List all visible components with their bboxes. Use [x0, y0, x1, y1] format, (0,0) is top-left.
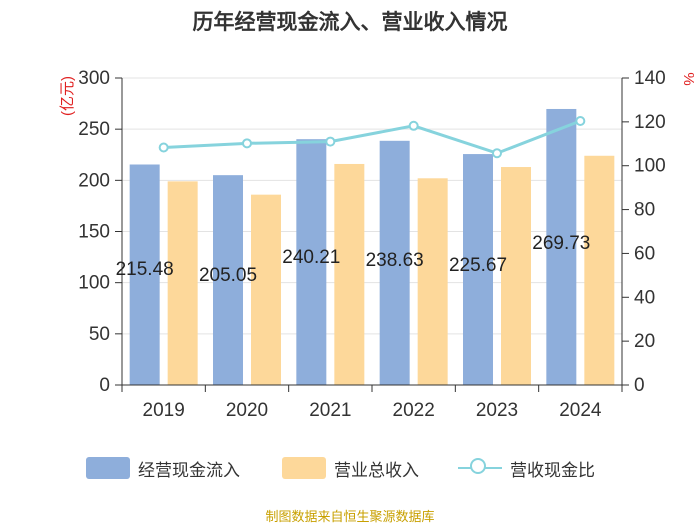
y-left-tick-label-200: 200: [78, 170, 110, 191]
bar-cash-inflow-2022: [379, 140, 410, 385]
ratio-point-2022: [408, 120, 419, 131]
y-right-tick-label-140: 140: [634, 68, 666, 89]
y-left-tick-label-100: 100: [78, 273, 110, 294]
y-left-tick-label-50: 50: [89, 324, 110, 345]
gridlines: [122, 77, 622, 335]
bar-cash-inflow-2019: [129, 164, 160, 385]
legend-item-revenue[interactable]: 营业总收入: [282, 450, 419, 486]
y-left-tick-label-300: 300: [78, 68, 110, 89]
ratio-point-2019: [158, 142, 169, 153]
x-tick-label-2021: 2021: [309, 400, 351, 421]
data-label-cash-inflow-2021: 240.21: [282, 247, 340, 268]
chart-title: 历年经营现金流入、营业收入情况: [192, 11, 508, 34]
data-label-cash-inflow-2023: 225.67: [449, 255, 507, 276]
bar-cash-inflow-2023: [463, 154, 493, 385]
y-left-tick-label-250: 250: [78, 119, 110, 140]
bar-cash-inflow-2020: [213, 175, 243, 385]
legend-swatch-cash-inflow: [86, 457, 130, 479]
legend-label-cash-inflow: 经营现金流入: [138, 460, 240, 480]
bar-revenue-2024: [584, 155, 615, 385]
x-tick-label-2024: 2024: [559, 400, 602, 421]
y-right-tick-label-20: 20: [634, 331, 655, 352]
source-note: 制图数据来自恒生聚源数据库: [265, 509, 435, 524]
ratio-line-path: [163, 119, 581, 155]
legend-item-ratio[interactable]: 营收现金比: [458, 450, 595, 486]
bar-revenue-2019: [167, 181, 198, 385]
ratio-point-2023: [492, 148, 502, 159]
y-right-tick-label-0: 0: [634, 375, 645, 396]
y-right-tick-label-120: 120: [634, 112, 666, 133]
legend-swatch-revenue: [282, 457, 326, 479]
legend-label-ratio: 营收现金比: [510, 460, 595, 480]
data-labels: 215.48 205.05 240.21 238.63 225.67 269.73: [116, 233, 591, 286]
legend-label-revenue: 营业总收入: [334, 460, 419, 480]
x-tick-label-2020: 2020: [226, 400, 268, 421]
y-left-tick-label-150: 150: [78, 222, 110, 243]
y-right-tick-label-40: 40: [634, 287, 655, 308]
y-right-tick-label-80: 80: [634, 200, 655, 221]
ratio-point-2020: [242, 138, 252, 149]
legend-swatch-ratio-marker: [470, 458, 486, 474]
ratio-point-2024: [575, 115, 586, 126]
data-label-cash-inflow-2022: 238.63: [366, 250, 424, 271]
legend: 经营现金流入 营业总收入 营收现金比: [0, 450, 700, 486]
bar-revenue-2021: [334, 163, 365, 385]
axes: 0 50 100 150 200 250 300 0 20 40 60 80 100 120 140 (亿元)…: [59, 68, 697, 421]
data-label-cash-inflow-2024: 269.73: [532, 233, 590, 254]
y-right-tick-label-60: 60: [634, 243, 655, 264]
bar-cash-inflow-2021: [296, 139, 327, 385]
y-right-unit-label: %: [680, 72, 697, 85]
x-tick-label-2019: 2019: [143, 400, 185, 421]
ratio-line: [158, 115, 586, 159]
bars: [129, 108, 615, 385]
x-tick-label-2022: 2022: [393, 400, 435, 421]
y-left-tick-label-0: 0: [99, 375, 110, 396]
data-label-cash-inflow-2019: 215.48: [116, 259, 174, 280]
legend-swatch-ratio: [458, 457, 502, 479]
bar-cash-inflow-2024: [546, 108, 577, 385]
bar-revenue-2022: [417, 178, 448, 385]
bar-revenue-2020: [251, 194, 281, 385]
bar-revenue-2023: [501, 167, 531, 385]
y-right-tick-label-100: 100: [634, 156, 666, 177]
data-label-cash-inflow-2020: 205.05: [199, 265, 257, 286]
x-tick-label-2023: 2023: [476, 400, 518, 421]
ratio-point-2021: [325, 136, 336, 147]
legend-item-cash-inflow[interactable]: 经营现金流入: [86, 450, 240, 486]
y-left-unit-label: (亿元): [59, 76, 76, 116]
